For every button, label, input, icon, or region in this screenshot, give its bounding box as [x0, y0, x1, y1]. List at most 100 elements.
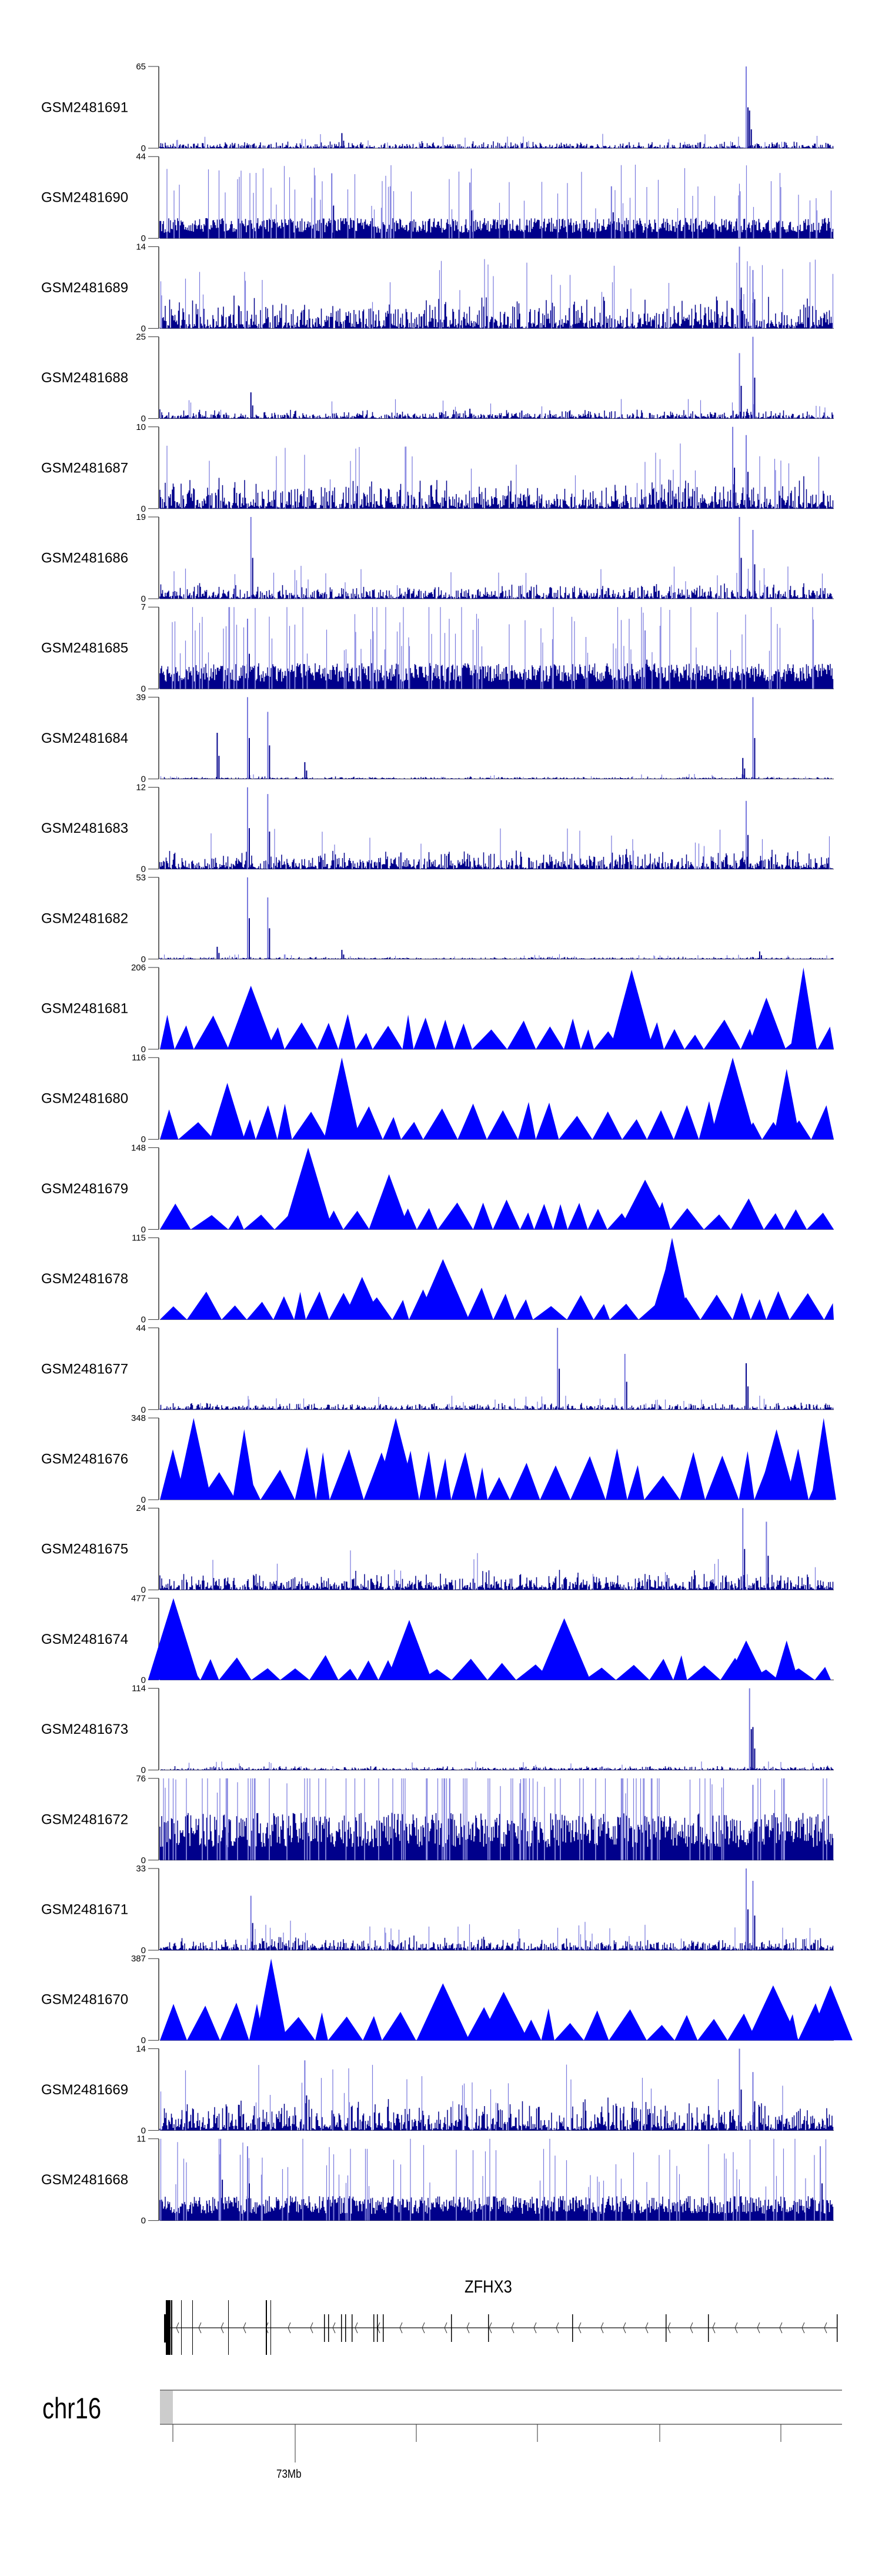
strand-arrow-icon	[690, 2322, 693, 2334]
y-max-label: 39	[136, 692, 146, 702]
track-label: GSM2481681	[41, 1001, 128, 1017]
strand-arrow-icon	[444, 2322, 447, 2334]
strand-arrow-icon	[578, 2322, 582, 2334]
signal-peak	[811, 1418, 836, 1500]
signal-bars	[159, 476, 834, 509]
y-max-label: 11	[136, 2134, 146, 2144]
y-zero-label: 0	[141, 1766, 146, 1776]
track-label: GSM2481687	[41, 460, 128, 476]
signal-area	[160, 1101, 834, 1140]
strand-arrow-icon	[220, 2322, 224, 2334]
strand-arrow-icon	[466, 2322, 470, 2334]
signal-peak	[210, 1083, 245, 1140]
y-zero-label: 0	[141, 1045, 146, 1055]
y-zero-label: 0	[141, 2216, 146, 2226]
track-label: GSM2481670	[41, 1992, 128, 2008]
y-max-label: 10	[136, 422, 146, 432]
signal-peak	[148, 1598, 199, 1680]
y-max-label: 53	[136, 873, 146, 883]
strand-arrow-icon	[176, 2322, 179, 2334]
signal-bars	[159, 1403, 834, 1410]
gene-exon	[169, 2300, 171, 2355]
y-max-label: 14	[136, 242, 146, 252]
gene-exon	[373, 2314, 375, 2342]
gene-exon	[383, 2314, 384, 2342]
signal-peak	[710, 1057, 756, 1140]
y-zero-label: 0	[141, 774, 146, 784]
signal-spikes	[173, 566, 823, 599]
strand-arrow-icon	[779, 2322, 783, 2334]
signal-bars	[159, 1936, 834, 1950]
strand-arrow-icon	[355, 2322, 358, 2334]
strand-arrow-icon	[734, 2322, 738, 2334]
track-label: GSM2481671	[41, 1902, 128, 1918]
gene-exon	[666, 2314, 667, 2342]
y-max-label: 348	[131, 1413, 146, 1423]
signal-area	[160, 1014, 834, 1049]
strand-arrow-icon	[556, 2322, 559, 2334]
strand-arrow-icon	[511, 2322, 514, 2334]
gene-exon	[572, 2314, 573, 2342]
signal-bars	[160, 1766, 834, 1770]
signal-peak	[757, 1429, 796, 1500]
y-max-label: 24	[136, 1503, 146, 1513]
signal-peak	[654, 1237, 690, 1320]
y-max-label: 7	[141, 602, 146, 612]
strand-arrow-icon	[667, 2322, 671, 2334]
y-max-label: 387	[131, 1954, 146, 1964]
signal-peak	[176, 1418, 212, 1500]
signal-bars	[159, 2195, 834, 2221]
track-label: GSM2481679	[41, 1181, 128, 1197]
gene-exon	[837, 2314, 838, 2342]
strand-arrow-icon	[422, 2322, 425, 2334]
strand-arrow-icon	[198, 2322, 202, 2334]
strand-arrow-icon	[332, 2322, 336, 2334]
signal-spikes	[166, 165, 832, 239]
signal-peak	[479, 1991, 529, 2041]
strand-arrow-icon	[757, 2322, 760, 2334]
track-label: GSM2481669	[41, 2082, 128, 2098]
y-max-label: 44	[136, 152, 146, 162]
signal-area	[160, 1655, 834, 1680]
y-max-label: 115	[132, 1233, 146, 1243]
track-label: GSM2481682	[41, 910, 128, 926]
track-label: GSM2481674	[41, 1631, 128, 1647]
gene-exon	[266, 2300, 267, 2355]
signal-bars	[159, 1813, 834, 1860]
strand-arrow-icon	[310, 2322, 313, 2334]
y-zero-label: 0	[141, 684, 146, 694]
y-zero-label: 0	[141, 865, 146, 875]
y-max-label: 76	[136, 1774, 146, 1784]
strand-arrow-icon	[801, 2322, 805, 2334]
strand-arrow-icon	[489, 2322, 492, 2334]
strand-arrow-icon	[399, 2322, 403, 2334]
track-label: GSM2481677	[41, 1361, 128, 1377]
track-label: GSM2481673	[41, 1721, 128, 1737]
strand-arrow-icon	[623, 2322, 626, 2334]
signal-peak	[227, 986, 275, 1049]
signal-peak	[790, 967, 817, 1049]
strand-arrow-icon	[712, 2322, 716, 2334]
strand-arrow-icon	[645, 2322, 649, 2334]
y-max-label: 477	[131, 1593, 146, 1603]
gene-exon	[270, 2300, 271, 2355]
track-label: GSM2481688	[41, 370, 128, 386]
signal-spikes	[200, 1396, 765, 1410]
y-max-label: 14	[136, 2044, 146, 2054]
gene-exon	[352, 2314, 353, 2342]
track-label: GSM2481685	[41, 640, 128, 656]
y-zero-label: 0	[141, 1315, 146, 1325]
signal-peak	[610, 970, 653, 1049]
y-max-label: 114	[132, 1684, 146, 1694]
signal-spikes	[172, 607, 814, 689]
y-zero-label: 0	[141, 323, 146, 333]
signal-peak	[773, 1069, 800, 1140]
y-zero-label: 0	[141, 1405, 146, 1415]
y-zero-label: 0	[141, 1224, 146, 1234]
signal-bars	[159, 956, 834, 959]
gene-exon	[328, 2314, 329, 2342]
track-label: GSM2481690	[41, 190, 128, 206]
signal-bars	[159, 849, 834, 869]
strand-arrow-icon	[533, 2322, 537, 2334]
gene-exon	[345, 2314, 346, 2342]
